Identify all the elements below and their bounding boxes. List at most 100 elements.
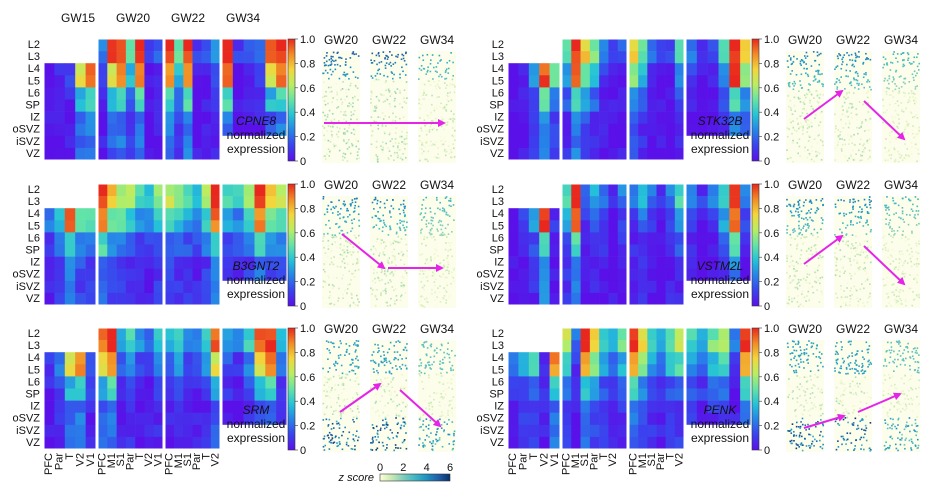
heatmap-cell [165, 292, 175, 306]
heatmap-cell [232, 63, 244, 76]
heatmap-cell [153, 328, 164, 341]
expression-dot [446, 269, 448, 272]
heatmap-cell [276, 244, 288, 257]
heatmap-cell [232, 51, 244, 64]
expression-dot [421, 242, 423, 245]
expression-dot [330, 61, 333, 63]
expression-dot [421, 270, 424, 272]
expression-dot [442, 143, 445, 146]
expression-dot [792, 125, 794, 127]
heatmap-cell [153, 111, 164, 124]
expression-dot [815, 150, 817, 153]
expression-dot [866, 211, 869, 213]
expression-dot [355, 344, 357, 346]
expression-dot [394, 90, 396, 93]
colorbar-tick-label: 0.6 [300, 228, 315, 240]
heatmap-cell [276, 51, 288, 64]
heatmap-cell [647, 400, 657, 413]
expression-dot [802, 243, 804, 245]
heatmap-cell [135, 220, 145, 233]
heatmap-cell [518, 208, 530, 221]
heatmap-cell [116, 376, 127, 389]
expression-dot [424, 124, 426, 127]
expression-dot [844, 155, 847, 158]
expression-dot [357, 234, 360, 237]
expression-dot [821, 83, 823, 85]
expression-dot [356, 365, 358, 368]
expression-dot [350, 279, 352, 281]
heatmap-cell [686, 376, 698, 389]
expression-dot [838, 212, 841, 215]
expression-dot [405, 135, 408, 137]
expression-dot [380, 271, 383, 274]
heatmap-cell [508, 208, 519, 221]
expression-dot [398, 142, 400, 145]
expression-dot [900, 278, 903, 281]
heatmap-cell [165, 87, 175, 100]
expression-dot [332, 263, 335, 266]
expression-dot [808, 225, 810, 227]
heatmap-cell [144, 340, 155, 353]
expression-dot [374, 110, 377, 112]
heatmap-cell [647, 75, 657, 88]
heatmap-cell [696, 256, 708, 269]
heatmap-cell [740, 39, 752, 52]
heatmap-cell [44, 232, 55, 245]
expression-dot [377, 69, 379, 72]
expression-dot [324, 158, 327, 160]
heatmap-group-border [507, 327, 561, 450]
expression-dot [390, 398, 392, 401]
expression-dot [395, 127, 398, 129]
expression-dot [426, 236, 429, 239]
expression-dot [837, 57, 839, 60]
expression-dot [434, 117, 437, 120]
expression-dot [815, 250, 818, 253]
expression-dot [328, 448, 331, 450]
expression-dot [381, 239, 383, 241]
heatmap-cell [116, 63, 127, 76]
expression-dot [403, 205, 406, 208]
expression-dot [338, 149, 341, 152]
expression-dot [819, 93, 822, 96]
expression-dot [404, 215, 406, 218]
expression-dot [376, 199, 379, 202]
heatmap-cell [265, 208, 277, 221]
heatmap-cell [243, 400, 255, 413]
expression-dot [328, 441, 331, 443]
expression-dot [914, 88, 917, 90]
expression-dot [432, 217, 434, 219]
heatmap-cell [276, 123, 288, 137]
expression-dot [862, 151, 865, 153]
heatmap-cell [201, 352, 212, 365]
expression-dot [428, 268, 431, 271]
heatmap-cell [192, 412, 202, 426]
expression-dot [841, 143, 844, 146]
heatmap-group-border [685, 183, 752, 306]
heatmap-cell [729, 364, 741, 377]
expression-dot [798, 284, 801, 287]
expression-dot [804, 109, 807, 112]
expression-dot [355, 139, 358, 142]
expression-dot [901, 210, 904, 213]
heatmap-cell [98, 400, 108, 413]
expression-dot [386, 270, 389, 273]
colorbar-tick-label: 1.0 [300, 179, 315, 191]
expression-dot [343, 131, 345, 134]
expression-dot [888, 149, 890, 152]
heatmap-cell [518, 123, 530, 137]
expression-dot [352, 301, 355, 304]
expression-dot [849, 82, 852, 84]
heatmap-cell [125, 123, 136, 137]
expression-dot [380, 292, 382, 295]
expression-dot [348, 146, 351, 148]
sample-header-gw20: GW20 [788, 33, 822, 47]
expression-dot [432, 66, 435, 69]
expression-dot [390, 243, 392, 246]
heatmap-cell [222, 352, 234, 365]
heatmap-cell [549, 352, 561, 365]
heatmap-cell [718, 220, 730, 233]
row-label: L5 [28, 75, 40, 87]
expression-dot [842, 222, 844, 224]
expression-dot [345, 58, 347, 60]
expression-dot [799, 257, 801, 260]
